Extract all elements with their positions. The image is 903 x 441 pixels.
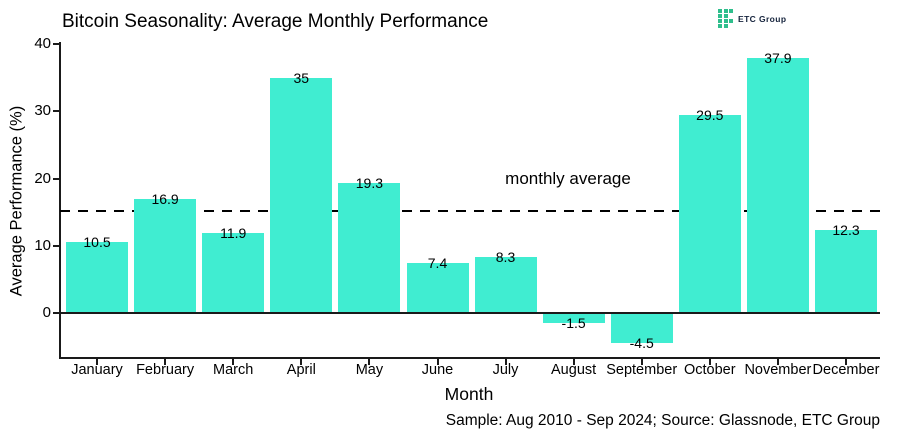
x-tick-december [845,358,847,365]
x-tick-march [232,358,235,365]
y-axis-line [59,42,61,359]
bar-value-january: 10.5 [83,234,111,251]
monthly-average-line [60,210,880,212]
bar-october [678,114,741,313]
bar-april [270,77,333,313]
y-tick-label-10: 10 [34,236,51,254]
etc-group-logo-icon [718,9,733,28]
bar-february [134,199,197,313]
bar-value-september: -4.5 [629,335,654,352]
x-tick-october [708,358,711,365]
chart-title: Bitcoin Seasonality: Average Monthly Per… [62,11,489,32]
y-tick-10 [53,244,60,247]
x-axis-line [59,357,880,359]
bar-september [610,313,673,344]
x-tick-label-february: February [136,362,195,378]
bar-value-june: 7.4 [427,255,448,272]
x-tick-september [640,358,643,365]
bar-august [542,313,605,324]
bar-value-july: 8.3 [495,249,516,266]
x-tick-november [776,358,779,365]
bar-value-april: 35 [293,69,310,86]
source-caption: Sample: Aug 2010 - Sep 2024; Source: Gla… [445,412,880,429]
etc-group-logo-text: ETC Group [738,13,787,24]
x-tick-label-january: January [71,362,123,378]
x-tick-label-august: August [551,362,597,378]
bar-value-may: 19.3 [355,175,384,192]
bar-value-december: 12.3 [832,222,860,239]
x-tick-label-july: July [492,362,519,378]
x-tick-label-april: April [286,362,316,378]
bar-march [202,233,265,313]
y-tick-label-30: 30 [34,102,51,120]
x-tick-june [436,358,439,365]
x-tick-label-march: March [213,362,254,378]
bar-december [815,230,877,313]
y-tick-label-20: 20 [34,169,51,187]
x-axis-title: Month [444,384,494,404]
y-tick-0 [53,312,60,314]
x-tick-january [96,358,98,365]
x-tick-label-october: October [684,362,736,378]
bar-value-february: 16.9 [151,191,179,208]
x-tick-february [164,358,167,365]
x-tick-label-december: December [812,362,880,378]
x-tick-label-november: November [744,362,812,378]
y-tick-label-40: 40 [34,35,51,52]
x-tick-may [368,358,371,365]
bar-july [474,257,537,313]
bar-value-october: 29.5 [696,106,724,123]
x-tick-july [504,358,507,365]
bar-value-august: -1.5 [561,315,586,332]
bar-value-november: 37.9 [764,50,792,67]
bar-may [338,183,401,313]
monthly-average-label: monthly average [505,169,631,188]
x-tick-august [572,358,575,365]
bar-november [746,58,809,313]
bar-june [406,263,469,313]
y-axis-title: Average Performance (%) [7,105,26,297]
etc-group-logo: ETC Group [718,9,786,28]
y-tick-label-0: 0 [42,304,51,321]
bar-january [66,242,128,313]
x-tick-label-may: May [355,362,384,378]
x-tick-april [300,358,303,365]
y-tick-40 [53,43,60,45]
x-tick-label-june: June [421,362,454,378]
y-tick-20 [53,177,60,180]
x-tick-label-september: September [606,362,678,378]
y-tick-30 [53,110,60,113]
bar-value-march: 11.9 [220,225,247,241]
zero-line [59,312,880,314]
